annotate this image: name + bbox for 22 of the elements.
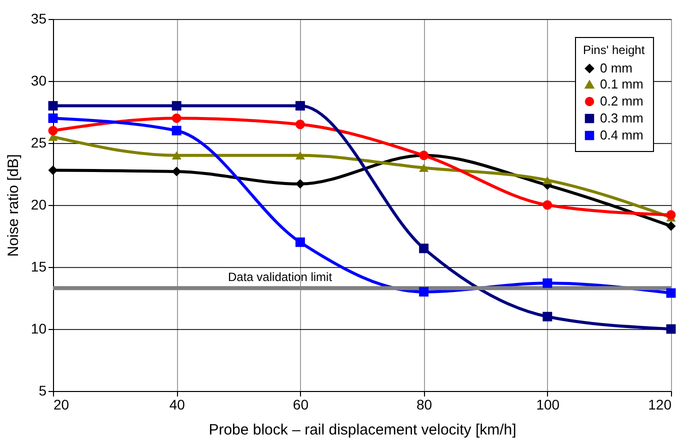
- legend-title: Pins' height: [583, 43, 646, 57]
- legend-label: 0.4 mm: [600, 128, 644, 142]
- x-tick-label: 100: [536, 396, 560, 412]
- y-axis-title: Noise ratio [dB]: [4, 154, 22, 257]
- x-tick-label: 40: [169, 396, 186, 412]
- legend-label: 0.3 mm: [600, 110, 644, 126]
- y-tick-label: 30: [30, 72, 47, 88]
- x-tick-label: 80: [416, 396, 432, 412]
- y-tick-label: 10: [30, 320, 47, 336]
- y-tick-label: 25: [30, 134, 47, 150]
- x-axis-title: Probe block – rail displacement velocity [km/h]: [208, 422, 516, 438]
- x-tick-label: 20: [54, 396, 70, 412]
- ref-line-label: Data validation limit: [228, 270, 333, 284]
- legend-label: 0.1 mm: [600, 76, 644, 92]
- y-tick-label: 15: [30, 258, 47, 274]
- x-tick-label: 120: [648, 396, 672, 412]
- y-tick-label: 35: [30, 10, 47, 26]
- legend-label: 0 mm: [600, 60, 632, 76]
- legend-label: 0.2 mm: [600, 94, 644, 108]
- y-tick-label: 20: [30, 196, 47, 212]
- y-tick-label: 5: [38, 382, 47, 398]
- x-tick-label: 60: [292, 396, 309, 412]
